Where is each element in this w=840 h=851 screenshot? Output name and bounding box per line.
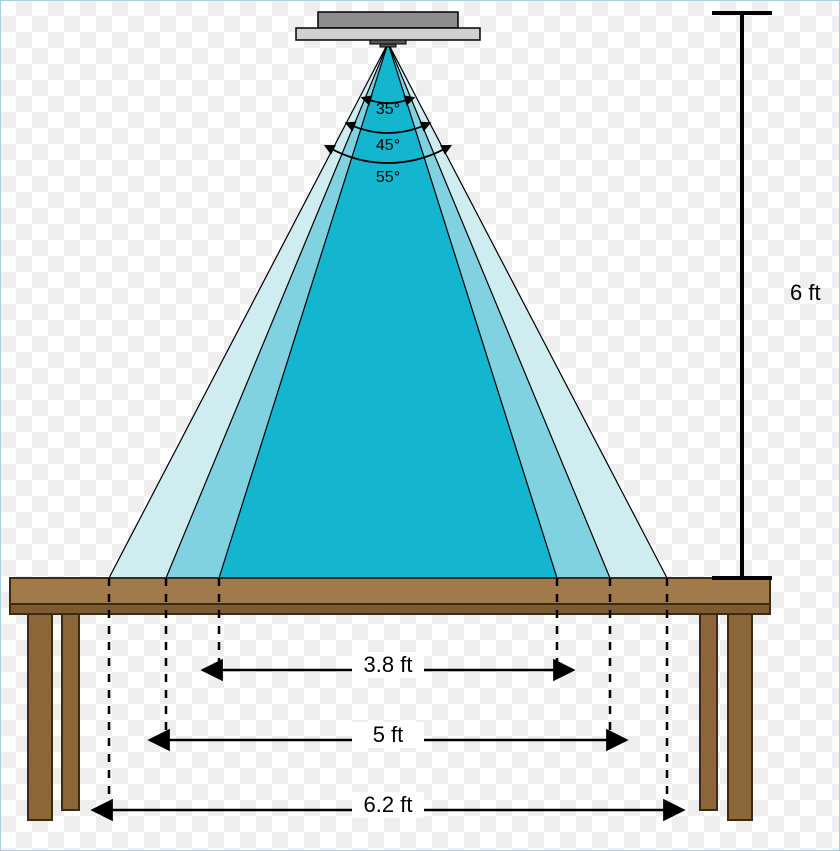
table-edge	[10, 604, 770, 614]
dim-label-5 ft: 5 ft	[373, 722, 404, 747]
device-body	[318, 12, 458, 28]
device-emitter-b	[380, 44, 396, 47]
table-top	[10, 578, 770, 604]
dim-label-3.8 ft: 3.8 ft	[364, 652, 413, 677]
diagram-root: 35° 45° 55° 6 ft 3.8 ft 5 ft 6.2 ft	[1, 1, 840, 851]
angle-label-45°: 45°	[376, 137, 400, 154]
device-plate	[296, 28, 480, 40]
dim-label-6.2 ft: 6.2 ft	[364, 792, 413, 817]
table-leg-2	[700, 614, 717, 810]
device-emitter-a	[370, 40, 406, 44]
height-label: 6 ft	[790, 280, 821, 305]
angle-label-35°: 35°	[376, 101, 400, 118]
table-leg-1	[62, 614, 79, 810]
angle-label-55°: 55°	[376, 169, 400, 186]
table-leg-0	[28, 614, 52, 820]
table-leg-3	[728, 614, 752, 820]
